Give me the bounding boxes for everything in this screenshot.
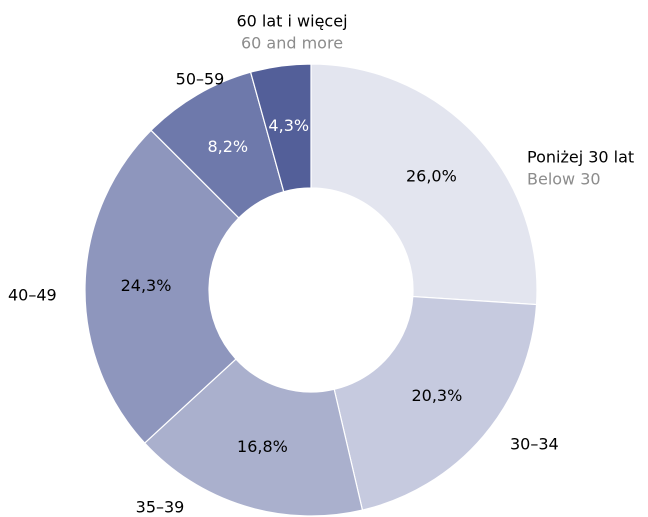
category-translation: Below 30 — [527, 170, 601, 189]
category-translation: 60 and more — [241, 34, 343, 53]
donut-slice — [310, 63, 538, 306]
donut-slice — [333, 295, 538, 511]
donut-slice — [249, 63, 312, 193]
value-label: 16,8% — [237, 437, 288, 456]
category-label: 40–49 — [8, 286, 57, 305]
donut-slice — [143, 358, 364, 517]
value-label: 26,0% — [406, 167, 457, 186]
category-label: Poniżej 30 lat — [527, 148, 634, 167]
category-label: 60 lat i więcej — [236, 12, 347, 31]
category-label: 35–39 — [136, 498, 185, 517]
value-label: 8,2% — [207, 137, 248, 156]
value-label: 4,3% — [268, 116, 309, 135]
value-label: 20,3% — [411, 386, 462, 405]
category-label: 50–59 — [176, 70, 225, 89]
value-label: 24,3% — [121, 276, 172, 295]
category-label: 30–34 — [510, 435, 559, 454]
donut-slice — [84, 129, 240, 444]
